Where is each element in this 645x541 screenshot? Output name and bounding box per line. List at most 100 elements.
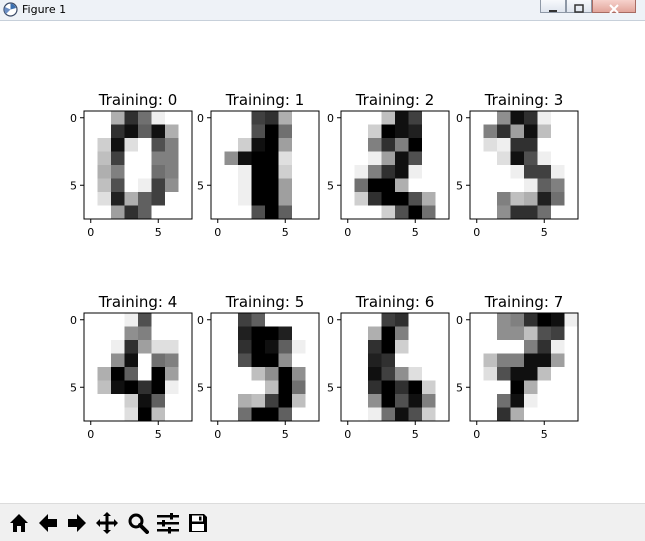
image-pixel (524, 124, 538, 139)
image-pixel (524, 313, 538, 327)
image-pixel (278, 353, 293, 368)
back-button[interactable] (35, 510, 61, 536)
y-tick-label: 5 (327, 179, 334, 192)
image-pixel (524, 138, 538, 152)
image-pixel (97, 165, 112, 179)
image-pixel (395, 165, 409, 179)
y-tick-label: 5 (197, 179, 204, 192)
image-pixel (178, 192, 193, 206)
save-button[interactable] (185, 510, 211, 536)
home-button[interactable] (6, 510, 32, 536)
configure-button[interactable] (155, 510, 181, 536)
y-tick-label: 5 (70, 179, 77, 192)
image-pixel (381, 192, 396, 206)
image-pixel (251, 178, 266, 193)
image-pixel (238, 367, 252, 381)
image-pixel (151, 326, 166, 341)
image-pixel (368, 340, 382, 354)
image-pixel (422, 326, 436, 341)
y-tick-label: 0 (197, 314, 204, 327)
image-pixel (97, 326, 112, 341)
image-pixel (408, 165, 423, 179)
image-pixel (422, 151, 436, 166)
image-pixel (111, 367, 125, 381)
image-pixel (305, 111, 320, 125)
image-pixel (537, 340, 552, 354)
image-pixel (435, 205, 450, 220)
image-pixel (151, 340, 166, 354)
image-pixel (395, 407, 409, 422)
image-pixel (138, 138, 152, 152)
image-pixel (341, 380, 355, 395)
image-pixel (510, 192, 525, 206)
figure-canvas[interactable]: Training: 0 0 5 0 5 Training: 1 0 5 0 5 Training: … (0, 21, 645, 503)
image-pixel (305, 138, 320, 152)
image-pixel (368, 326, 382, 341)
image-pixel (97, 111, 112, 125)
forward-button[interactable] (64, 510, 90, 536)
image-pixel (510, 165, 525, 179)
image-pixel (368, 151, 382, 166)
image-pixel (138, 367, 152, 381)
image-pixel (111, 205, 125, 220)
image-pixel (422, 313, 436, 327)
image-pixel (381, 367, 396, 381)
image-pixel (265, 340, 279, 354)
image-pixel (124, 394, 139, 408)
image-pixel (341, 111, 355, 125)
image-pixel (278, 326, 293, 341)
zoom-button[interactable] (125, 510, 151, 536)
image-pixel (84, 340, 98, 354)
image-pixel (138, 178, 152, 193)
image-pixel (510, 178, 525, 193)
image-pixel (305, 340, 320, 354)
subplot: Training: 5 0 5 0 5 (197, 293, 320, 441)
image-pixel (178, 353, 193, 368)
image-pixel (178, 313, 193, 327)
image-pixel (510, 394, 525, 408)
minimize-button[interactable] (540, 0, 566, 13)
move-icon (96, 512, 118, 534)
image-pixel (368, 205, 382, 220)
image-pixel (354, 165, 369, 179)
image-pixel (151, 353, 166, 368)
image-pixel (151, 111, 166, 125)
close-button[interactable] (592, 0, 636, 14)
image-pixel (292, 151, 306, 166)
image-pixel (238, 124, 252, 139)
image-pixel (341, 326, 355, 341)
maximize-button[interactable] (566, 0, 592, 13)
image-pixel (97, 151, 112, 166)
image-pixel (278, 178, 293, 193)
image-pixel (111, 326, 125, 341)
image-pixel (224, 353, 239, 368)
image-pixel (211, 138, 225, 152)
axes-frame (83, 312, 193, 422)
image-pixel (341, 151, 355, 166)
image-pixel (292, 205, 306, 220)
image-pixel (165, 380, 179, 395)
image-pixel (435, 165, 450, 179)
image-pixel (305, 178, 320, 193)
image-pixel (408, 178, 423, 193)
image-pixel (292, 367, 306, 381)
image-pixel (97, 313, 112, 327)
x-tick-label: 5 (412, 428, 419, 441)
image-pixel (381, 205, 396, 220)
image-pixel (305, 367, 320, 381)
image-pixel (354, 367, 369, 381)
image-pixel (368, 367, 382, 381)
image-pixel (124, 192, 139, 206)
image-pixel (292, 165, 306, 179)
image-pixel (265, 367, 279, 381)
image-pixel (510, 367, 525, 381)
sliders-icon (157, 513, 179, 534)
image-pixel (265, 313, 279, 327)
image-pixel (138, 340, 152, 354)
image-pixel (278, 407, 293, 422)
image-pixel (138, 394, 152, 408)
pan-button[interactable] (94, 510, 120, 536)
image-pixel (97, 192, 112, 206)
axes-frame (340, 110, 450, 220)
image-pixel (381, 138, 396, 152)
